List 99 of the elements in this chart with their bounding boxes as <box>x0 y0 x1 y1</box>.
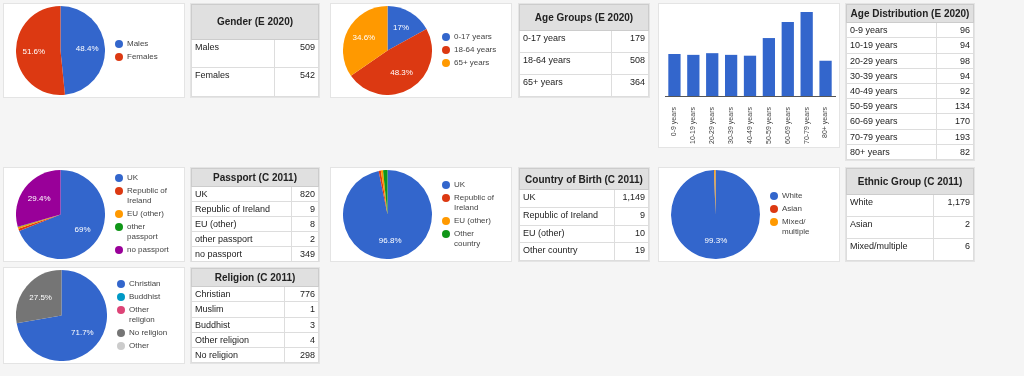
category-label: Buddhist <box>191 317 285 333</box>
data-label: 776 <box>284 286 319 302</box>
legend-label: Other country <box>454 228 482 249</box>
category-label: 65+ years <box>519 74 612 97</box>
text: Age Groups (E 2020) <box>519 4 649 31</box>
legend-label: Males <box>127 38 149 49</box>
category-label: Other religion <box>191 332 285 348</box>
data-label: 27.5% <box>29 293 52 303</box>
data-label: 364 <box>611 74 649 97</box>
data-label: 2 <box>291 231 319 247</box>
category-label: 40-49 years <box>846 83 937 99</box>
category-label: 80+ years <box>846 144 937 160</box>
category-label: No religion <box>191 347 285 363</box>
legend-label: EU (other) <box>127 209 164 219</box>
legend-label: Asian <box>782 204 803 214</box>
legend-label: 0-17 years <box>454 32 492 42</box>
text: 2 <box>964 219 970 230</box>
text: 6 <box>964 241 970 252</box>
category-label: 20-29 years <box>846 53 937 69</box>
category-label: Other country <box>519 242 615 261</box>
legend-label: Republic of Ireland <box>454 192 496 213</box>
text: Religion (C 2011) <box>191 268 319 287</box>
data-label: 34.6% <box>352 33 376 43</box>
legend-label: EU (other) <box>454 215 491 226</box>
category-label: Christian <box>191 286 285 302</box>
data-label: 17% <box>393 22 410 32</box>
legend-label: Republic of Ireland <box>127 186 169 206</box>
data-label: 48.3% <box>390 68 413 78</box>
category-label: EU (other) <box>191 216 292 232</box>
data-label: 69% <box>74 224 91 234</box>
category-label: Males <box>191 39 275 68</box>
data-label: 29.4% <box>27 193 51 203</box>
data-label: 48.4% <box>75 44 99 54</box>
data-label: 820 <box>291 186 319 202</box>
text: Country of Birth (C 2011) <box>519 168 649 190</box>
data-label: 9 <box>291 201 319 217</box>
text: Passport (C 2011) <box>191 168 319 187</box>
data-label: 94 <box>936 37 974 54</box>
legend-label: Christian <box>129 279 161 289</box>
data-label: 170 <box>936 113 974 130</box>
legend-label: Females <box>127 51 158 62</box>
text: 19 <box>634 245 645 256</box>
category-label: 18-64 years <box>519 52 612 75</box>
category-label: Muslim <box>191 301 285 317</box>
category-label: EU (other) <box>519 225 615 243</box>
data-label: 179 <box>611 30 649 53</box>
data-label: 509 <box>274 39 319 68</box>
legend-label: UK <box>454 179 466 190</box>
legend-label: White <box>782 191 803 201</box>
data-label: 4 <box>284 332 319 348</box>
text: 10 <box>634 227 645 238</box>
legend-label: UK <box>127 173 139 183</box>
legend-label: no passport <box>127 245 169 255</box>
data-label: 1 <box>284 301 319 317</box>
legend-label: Other <box>129 341 150 351</box>
category-label: 0-9 years <box>846 22 937 38</box>
data-label: 94 <box>936 68 974 84</box>
data-label: 508 <box>611 52 649 75</box>
text: 1,179 <box>947 197 970 208</box>
category-label: Mixed/multiple <box>846 238 934 261</box>
data-label: 92 <box>936 83 974 99</box>
data-label: 51.6% <box>22 47 46 57</box>
data-label: 96.8% <box>378 236 402 246</box>
text: Ethnic Group (C 2011) <box>846 168 974 195</box>
category-label: Republic of Ireland <box>191 201 292 217</box>
legend-label: 65+ years <box>454 58 490 68</box>
category-label: UK <box>519 189 615 208</box>
text: 1,149 <box>622 192 645 203</box>
text: Gender (E 2020) <box>191 4 319 39</box>
data-label: 298 <box>284 347 319 363</box>
text: 9 <box>639 209 645 220</box>
category-label: 0-17 years <box>519 30 612 53</box>
legend-label: No religion <box>129 328 168 338</box>
legend-label: other passport <box>127 222 159 242</box>
data-label: 349 <box>291 246 319 262</box>
data-label: 96 <box>936 22 974 38</box>
legend-label: Other religion <box>129 305 156 325</box>
data-label: 71.7% <box>71 328 94 338</box>
category-label: Republic of Ireland <box>519 207 615 226</box>
category-label: Females <box>191 67 275 97</box>
category-label: White <box>846 194 934 217</box>
category-label: 30-39 years <box>846 68 937 84</box>
data-label: 134 <box>936 98 974 114</box>
category-label: UK <box>191 186 292 202</box>
data-label: 98 <box>936 53 974 69</box>
legend-label: Buddhist <box>129 292 161 302</box>
data-label: 542 <box>274 67 319 97</box>
data-label: 193 <box>936 129 974 145</box>
category-label: Asian <box>846 216 934 239</box>
category-label: 10-19 years <box>846 37 937 54</box>
data-label: 8 <box>291 216 319 232</box>
data-label: 82 <box>936 144 974 160</box>
text: Age Distribution (E 2020) <box>846 4 974 23</box>
legend-label: Mixed/ multiple <box>782 217 811 237</box>
category-label: no passport <box>191 246 292 262</box>
legend-label: 18-64 years <box>454 45 497 55</box>
data-label: 99.3% <box>704 236 728 246</box>
data-label: 3 <box>284 317 319 333</box>
category-label: other passport <box>191 231 292 247</box>
